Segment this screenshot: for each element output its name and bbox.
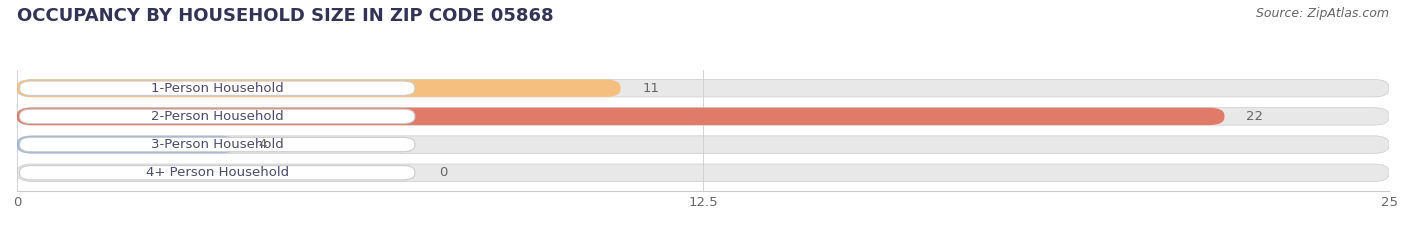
FancyBboxPatch shape — [20, 109, 415, 123]
FancyBboxPatch shape — [17, 108, 1225, 125]
Text: 1-Person Household: 1-Person Household — [150, 82, 284, 95]
FancyBboxPatch shape — [20, 81, 415, 95]
FancyBboxPatch shape — [17, 79, 620, 97]
FancyBboxPatch shape — [20, 166, 415, 180]
Text: 2-Person Household: 2-Person Household — [150, 110, 284, 123]
Text: 3-Person Household: 3-Person Household — [150, 138, 284, 151]
Text: 0: 0 — [440, 166, 449, 179]
FancyBboxPatch shape — [17, 136, 236, 153]
FancyBboxPatch shape — [17, 79, 1389, 97]
FancyBboxPatch shape — [17, 164, 1389, 182]
FancyBboxPatch shape — [17, 136, 1389, 153]
Text: OCCUPANCY BY HOUSEHOLD SIZE IN ZIP CODE 05868: OCCUPANCY BY HOUSEHOLD SIZE IN ZIP CODE … — [17, 7, 554, 25]
Text: 22: 22 — [1246, 110, 1264, 123]
FancyBboxPatch shape — [17, 108, 1389, 125]
Text: 4+ Person Household: 4+ Person Household — [146, 166, 288, 179]
Text: 4: 4 — [259, 138, 267, 151]
Text: Source: ZipAtlas.com: Source: ZipAtlas.com — [1256, 7, 1389, 20]
Text: 11: 11 — [643, 82, 659, 95]
FancyBboxPatch shape — [20, 137, 415, 152]
